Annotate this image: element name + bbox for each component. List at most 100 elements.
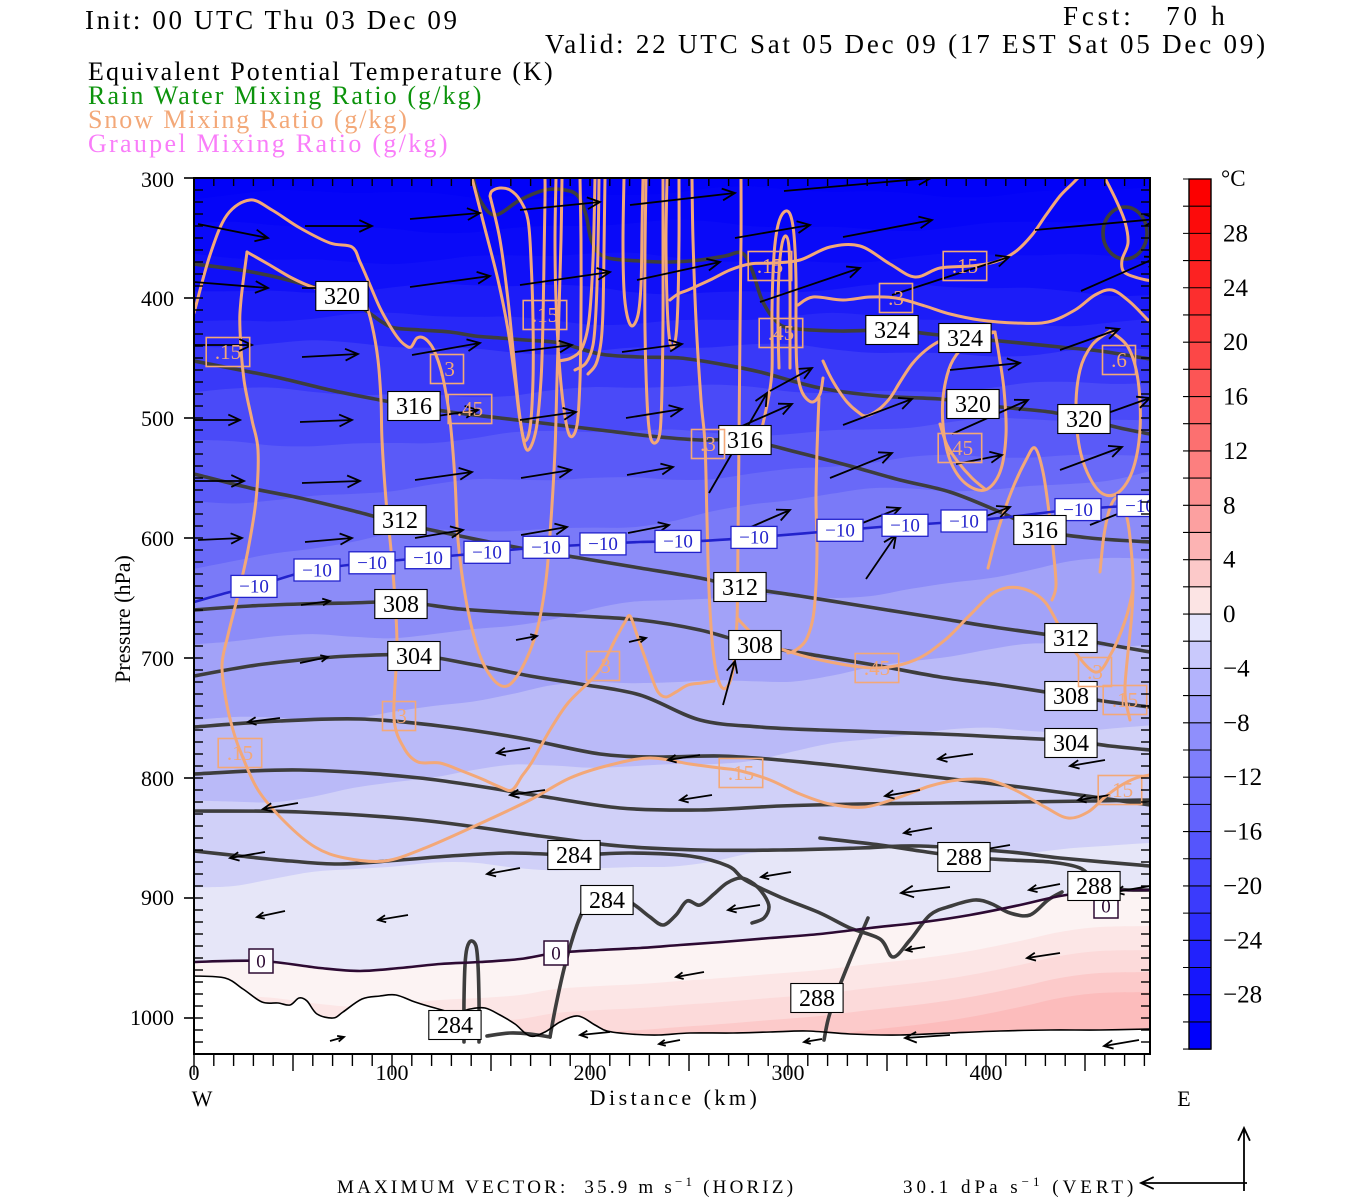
svg-text:300: 300 [772,1060,805,1085]
svg-text:304: 304 [1053,731,1089,757]
svg-text:288: 288 [946,845,982,871]
svg-text:308: 308 [737,633,773,659]
svg-text:324: 324 [874,318,910,344]
svg-text:0: 0 [1101,896,1111,917]
svg-text:−10: −10 [663,532,693,553]
svg-text:.45: .45 [947,436,973,460]
svg-text:.45: .45 [864,656,890,680]
svg-text:288: 288 [799,986,835,1012]
svg-text:.45: .45 [457,397,483,421]
svg-text:Snow Mixing Ratio (g/kg): Snow Mixing Ratio (g/kg) [88,105,409,134]
svg-text:−10: −10 [531,538,561,559]
svg-text:−10: −10 [1063,500,1093,521]
svg-text:4: 4 [1223,547,1236,574]
svg-text:.15: .15 [215,340,241,364]
svg-text:0: 0 [189,1060,200,1085]
svg-text:−10: −10 [239,577,269,598]
svg-text:0: 0 [256,951,266,972]
svg-text:−16: −16 [1223,819,1262,846]
svg-text:316: 316 [1022,518,1058,544]
svg-text:.3: .3 [391,704,407,728]
svg-text:−24: −24 [1223,927,1263,954]
svg-text:308: 308 [383,592,419,618]
svg-text:900: 900 [141,885,174,910]
svg-text:.15: .15 [227,741,253,765]
svg-text:12: 12 [1223,438,1248,465]
svg-text:.3: .3 [439,357,455,381]
svg-text:8: 8 [1223,492,1236,519]
svg-text:E: E [1177,1086,1190,1111]
svg-text:°C: °C [1221,166,1246,191]
svg-text:20: 20 [1223,329,1248,356]
svg-text:16: 16 [1223,384,1248,411]
svg-text:−4: −4 [1223,655,1250,682]
svg-text:312: 312 [722,575,758,601]
svg-text:0: 0 [1223,601,1236,628]
svg-text:−8: −8 [1223,710,1250,737]
svg-text:284: 284 [437,1013,473,1039]
svg-text:1000: 1000 [130,1005,174,1030]
svg-text:200: 200 [574,1060,607,1085]
svg-text:.3: .3 [1087,660,1103,684]
svg-text:30.1 dPa s−1 (VERT): 30.1 dPa s−1 (VERT) [903,1174,1137,1198]
svg-text:24: 24 [1223,275,1249,302]
svg-text:.15: .15 [1112,688,1138,712]
svg-text:−10: −10 [588,534,618,555]
svg-text:.15: .15 [728,761,754,785]
svg-text:284: 284 [556,843,592,869]
svg-text:−12: −12 [1223,764,1262,791]
svg-text:.45: .45 [768,321,794,345]
svg-text:−10: −10 [739,528,769,549]
svg-text:400: 400 [970,1060,1003,1085]
svg-text:500: 500 [141,406,174,431]
svg-text:Init: 00 UTC Thu 03 Dec 09: Init: 00 UTC Thu 03 Dec 09 [85,5,460,35]
svg-text:−10: −10 [357,553,387,574]
svg-text:.15: .15 [757,254,783,278]
svg-text:400: 400 [141,286,174,311]
svg-text:304: 304 [396,644,432,670]
svg-text:−10: −10 [949,511,979,532]
svg-text:312: 312 [1053,626,1089,652]
svg-text:308: 308 [1053,684,1089,710]
svg-text:28: 28 [1223,220,1248,247]
svg-text:320: 320 [955,392,991,418]
svg-text:−10: −10 [1125,496,1155,517]
svg-text:Fcst: 70 h: Fcst: 70 h [1063,1,1229,31]
svg-text:.6: .6 [1111,348,1127,372]
svg-text:.3: .3 [595,654,611,678]
svg-text:800: 800 [141,766,174,791]
svg-text:.15: .15 [952,254,978,278]
svg-text:284: 284 [589,888,625,914]
svg-text:600: 600 [141,526,174,551]
svg-text:−10: −10 [302,560,332,581]
svg-text:312: 312 [382,508,418,534]
svg-text:Graupel Mixing Ratio (g/kg): Graupel Mixing Ratio (g/kg) [88,129,450,158]
svg-text:100: 100 [376,1060,409,1085]
svg-text:Valid: 22 UTC Sat 05 Dec 09 (1: Valid: 22 UTC Sat 05 Dec 09 (17 EST Sat … [545,29,1268,59]
svg-text:700: 700 [141,646,174,671]
svg-text:324: 324 [947,326,983,352]
svg-text:−10: −10 [890,516,920,537]
svg-text:.15: .15 [1107,778,1133,802]
svg-text:Pressure (hPa): Pressure (hPa) [110,555,135,683]
svg-text:−10: −10 [825,521,855,542]
svg-text:.3: .3 [888,286,904,310]
svg-text:W: W [192,1086,213,1111]
svg-text:300: 300 [141,167,174,192]
svg-text:−28: −28 [1223,982,1262,1009]
svg-text:Rain Water Mixing Ratio (g/kg): Rain Water Mixing Ratio (g/kg) [88,81,484,110]
svg-text:−20: −20 [1223,873,1262,900]
svg-text:.15: .15 [532,303,558,327]
svg-text:316: 316 [396,394,432,420]
svg-text:320: 320 [1066,407,1102,433]
svg-text:320: 320 [324,284,360,310]
svg-text:MAXIMUM VECTOR: 35.9 m s−1 (H: MAXIMUM VECTOR: 35.9 m s−1 (HORIZ) [337,1174,796,1198]
svg-text:0: 0 [551,943,561,964]
svg-text:−10: −10 [472,543,502,564]
svg-text:−10: −10 [413,548,443,569]
svg-text:288: 288 [1076,874,1112,900]
svg-text:Distance (km): Distance (km) [590,1085,761,1110]
svg-text:Equivalent Potential Temperatu: Equivalent Potential Temperature (K) [88,57,555,86]
svg-text:316: 316 [727,428,763,454]
svg-text:.3: .3 [700,432,716,456]
